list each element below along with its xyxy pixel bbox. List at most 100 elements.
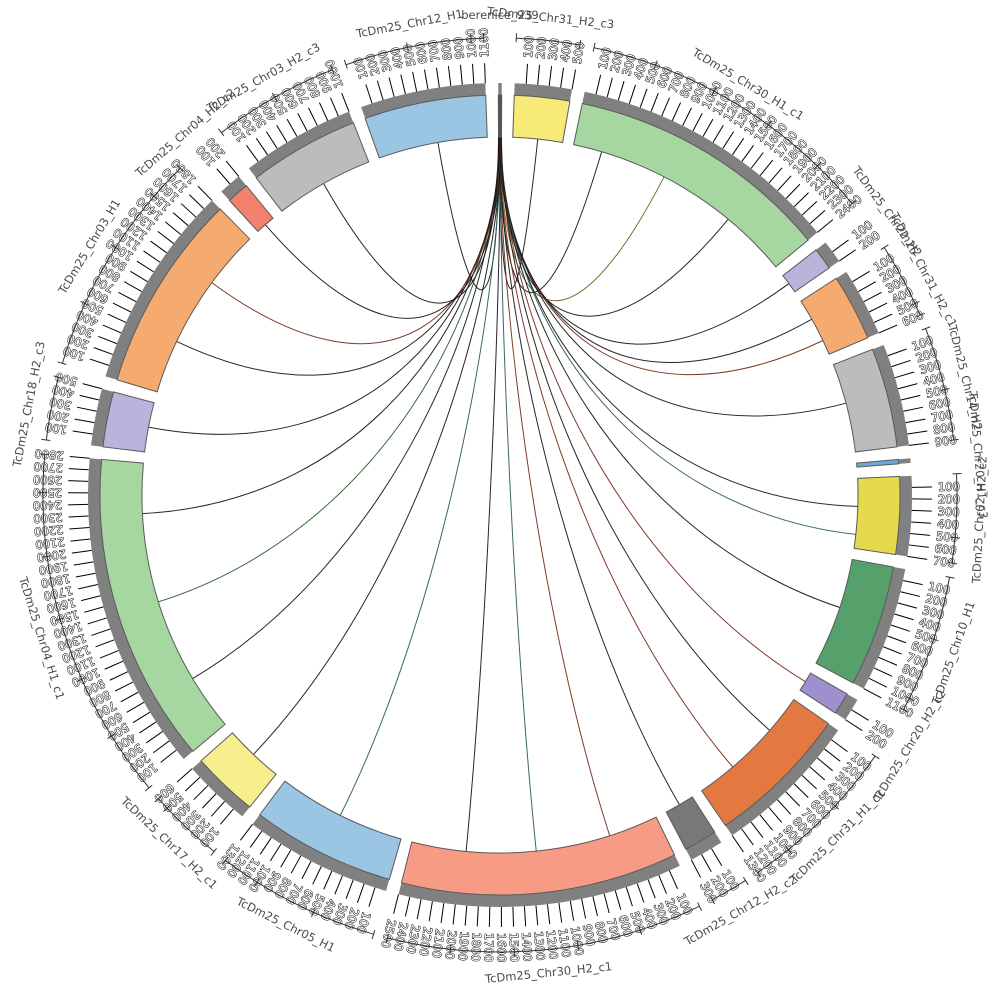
tick [617,81,625,101]
scale-arc-tick [871,753,880,760]
link-hub-to-chr17h2c1 [253,136,502,755]
segment-band-chr20h1c3 [856,458,900,468]
tick [259,837,272,855]
scale-arc-chr03h1 [61,167,181,364]
tick-label: 300 [937,504,959,519]
tick [126,701,145,713]
tick [84,606,104,613]
tick-label: 2400 [33,498,63,513]
segment-strip-chr14h2 [872,344,910,447]
link-hub-to-chr18h2c3 [148,136,501,435]
tick-label: 2400 [391,921,411,953]
ticks-chr05h1: 1002003004005006007008009001000110012001… [213,824,376,936]
tick-label: 200 [46,407,70,425]
segment-chr03h1: 1002003004005006007008009001000110012001… [55,156,251,393]
tick [114,681,134,692]
tick [74,418,95,424]
scale-arc-tick [41,438,51,441]
segment-band-chr12h2c2 [665,796,716,850]
tick [671,102,682,121]
segment-band-chr04h1c1 [99,458,226,752]
tick-label: 800 [592,920,611,945]
tick [816,757,833,772]
scale-arc-chr17h2c1 [158,798,215,852]
tick [68,468,89,471]
segment-strip-chr22h2 [816,242,840,268]
tick [777,175,792,191]
segment-strip-chr04h1c1 [88,458,193,759]
tick-label: 1800 [40,571,71,590]
tick-label: 2800 [34,446,64,463]
segment-chr12h1: 10020030040050060070080090010001100TcDm2… [343,7,492,159]
link-hub-to-chr02h2c2 [499,136,856,535]
tick-label: 400 [558,39,575,63]
scale-arc-tick [831,802,839,810]
tick [89,358,110,366]
segment-strip-chr10h1 [853,566,906,689]
tick [682,107,692,126]
tick [202,793,217,809]
tick-label: 2100 [429,928,447,959]
tick [157,230,174,244]
tick-label: 500 [925,382,950,401]
link-hub-to-chr30h2c1 [499,136,611,836]
tick [286,118,298,137]
tick [868,677,888,688]
tick-label: 900 [451,36,467,59]
scale-arc-chr31h2c1 [883,247,921,316]
segment-label-chr30h2c1: TcDm25_Chr30_H2_c1 [483,959,612,986]
tick [93,347,113,355]
tick [428,901,433,922]
tick [902,579,923,586]
scale-arc-tick [42,555,52,558]
segment-chr31h1c1: 1002003004005006007008009001000110012001… [701,698,888,887]
segment-chr30h1c1: 1002003004005006007008009001000110012001… [573,42,865,268]
tick [750,152,764,169]
link-hub-to-chr31h2c1 [500,136,813,363]
segment-strip-chr30h1c1 [582,91,818,241]
segment-strip-chr02h2c2 [895,475,912,557]
tick [104,660,124,670]
tick-label: 1000 [568,925,587,956]
scale-arc-tick [899,707,909,713]
segment-band-chr18h2c3 [102,391,155,453]
scale-arc-tick [371,930,376,940]
tick [160,749,177,763]
tick [412,71,418,92]
tick [722,131,735,149]
link-hub-to-chr03h1 [176,136,501,376]
ticks-chr31h1c1: 1002003004005006007008009001000110012001… [731,739,875,886]
scale-arc-tick [222,856,229,865]
tick-label: 1200 [543,929,560,960]
scale-arc-tick [880,244,889,251]
segment-chr03h2c3: 1002003004005006007008009001000TcDm25_Ch… [204,40,370,212]
scale-arc-tick [921,326,931,331]
tick [68,515,89,518]
scale-arc-tick [947,561,957,565]
segment-band-chr05h1 [258,780,402,881]
scale-arc-tick [916,312,925,318]
segment-label-chr02h2c2: TcDm25_Chr02_H2_c2 [969,456,990,585]
tick [777,799,792,815]
scale-arc-tick [576,941,580,951]
tick [124,281,142,293]
scale-arc-tick [950,536,961,539]
tick [290,855,302,874]
tick [153,740,170,754]
tick [269,843,282,862]
tick [690,859,702,878]
tick-label: 300 [48,395,72,413]
link-hub-to-chr10h1 [499,136,841,608]
scale-arc-tick [210,848,217,856]
tick-label: 100 [927,579,951,597]
tick [546,904,551,925]
tick [368,887,376,907]
tick-label: 2000 [36,547,67,565]
